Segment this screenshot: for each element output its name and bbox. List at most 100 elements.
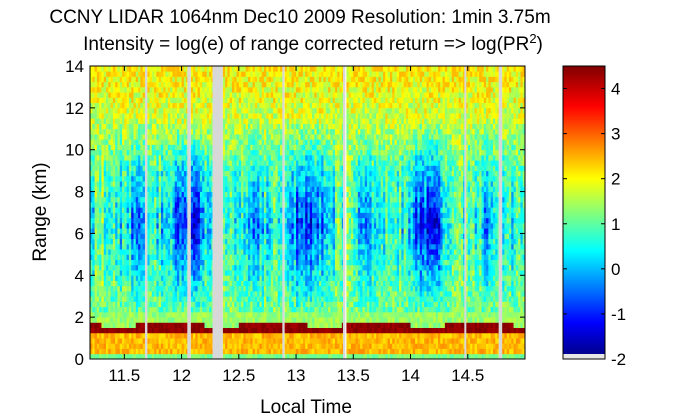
heatmap-cell <box>138 97 141 104</box>
heatmap-cell <box>229 123 233 130</box>
heatmap-cell <box>99 154 102 161</box>
heatmap-cell <box>195 202 199 208</box>
heatmap-cell <box>172 165 176 172</box>
heatmap-cell <box>238 327 242 334</box>
heatmap-cell <box>277 191 281 198</box>
heatmap-cell <box>296 71 299 77</box>
heatmap-cell <box>126 71 130 77</box>
heatmap-cell <box>234 134 237 140</box>
heatmap-cell <box>296 332 299 339</box>
heatmap-cell <box>222 280 226 287</box>
heatmap-cell <box>170 66 173 72</box>
heatmap-cell <box>126 76 130 83</box>
heatmap-cell <box>268 275 272 281</box>
heatmap-cell <box>286 154 290 161</box>
heatmap-cell <box>96 280 100 287</box>
heatmap-cell <box>252 175 256 182</box>
heatmap-cell <box>140 149 144 156</box>
heatmap-cell <box>156 275 160 281</box>
heatmap-cell <box>206 217 210 224</box>
heatmap-cell <box>209 238 212 245</box>
heatmap-cell <box>273 249 276 255</box>
heatmap-cell <box>231 217 235 224</box>
heatmap-cell <box>96 259 100 266</box>
heatmap-cell <box>193 144 196 151</box>
heatmap-cell <box>90 290 93 297</box>
heatmap-cell <box>167 264 171 271</box>
heatmap-cell <box>305 186 308 192</box>
heatmap-cell <box>273 128 276 135</box>
heatmap-cell <box>195 175 199 182</box>
heatmap-cell <box>183 311 187 318</box>
heatmap-cell <box>298 181 302 187</box>
heatmap-cell <box>199 66 203 72</box>
heatmap-cell <box>119 285 123 292</box>
heatmap-cell <box>172 238 176 245</box>
heatmap-cell <box>112 343 116 349</box>
heatmap-cell <box>270 202 274 208</box>
heatmap-cell <box>133 175 137 182</box>
heatmap-cell <box>96 338 100 344</box>
heatmap-cell <box>305 207 308 213</box>
heatmap-cell <box>225 353 228 360</box>
heatmap-cell <box>284 154 288 161</box>
heatmap-cell <box>124 102 128 109</box>
heatmap-cell <box>197 317 201 323</box>
heatmap-cell <box>307 327 311 334</box>
heatmap-cell <box>156 154 160 161</box>
heatmap-cell <box>293 290 297 297</box>
heatmap-cell <box>209 154 212 161</box>
heatmap-cell <box>270 233 274 240</box>
heatmap-cell <box>266 259 269 266</box>
heatmap-cell <box>268 280 272 287</box>
heatmap-cell <box>227 343 231 349</box>
heatmap-cell <box>140 306 144 313</box>
heatmap-cell <box>99 81 102 88</box>
heatmap-cell <box>302 92 306 98</box>
heatmap-cell <box>172 264 176 271</box>
heatmap-cell <box>234 97 237 104</box>
heatmap-cell <box>115 202 118 208</box>
heatmap-cell <box>236 181 240 187</box>
heatmap-cell <box>183 332 187 339</box>
heatmap-cell <box>128 107 132 114</box>
heatmap-cell <box>151 249 155 255</box>
heatmap-cell <box>106 338 109 344</box>
heatmap-cell <box>147 264 150 271</box>
heatmap-cell <box>231 181 235 187</box>
heatmap-cell <box>122 222 125 229</box>
heatmap-cell <box>280 144 283 151</box>
heatmap-cell <box>96 86 100 93</box>
heatmap-cell <box>172 118 176 124</box>
heatmap-cell <box>266 311 269 318</box>
heatmap-cell <box>277 128 281 135</box>
heatmap-cell <box>250 280 253 287</box>
heatmap-cell <box>158 107 162 114</box>
heatmap-cell <box>154 134 157 140</box>
heatmap-cell <box>241 113 244 119</box>
heatmap-cell <box>280 317 283 323</box>
heatmap-cell <box>209 243 212 250</box>
heatmap-cell <box>158 254 162 260</box>
heatmap-cell <box>147 270 150 276</box>
heatmap-cell <box>273 290 276 297</box>
heatmap-cell <box>174 322 178 329</box>
heatmap-cell <box>273 154 276 161</box>
heatmap-cell <box>124 317 128 323</box>
heatmap-cell <box>163 102 166 109</box>
heatmap-cell <box>252 317 256 323</box>
heatmap-cell <box>231 123 235 130</box>
heatmap-cell <box>103 107 107 114</box>
heatmap-cell <box>206 348 210 355</box>
heatmap-cell <box>275 254 279 260</box>
heatmap-cell <box>112 139 116 145</box>
heatmap-cell <box>259 144 263 151</box>
heatmap-cell <box>250 264 253 271</box>
heatmap-cell <box>195 107 199 114</box>
heatmap-cell <box>101 160 105 166</box>
heatmap-cell <box>128 160 132 166</box>
heatmap-cell <box>96 301 100 308</box>
heatmap-cell <box>293 170 297 177</box>
heatmap-cell <box>170 170 173 177</box>
heatmap-cell <box>241 290 244 297</box>
